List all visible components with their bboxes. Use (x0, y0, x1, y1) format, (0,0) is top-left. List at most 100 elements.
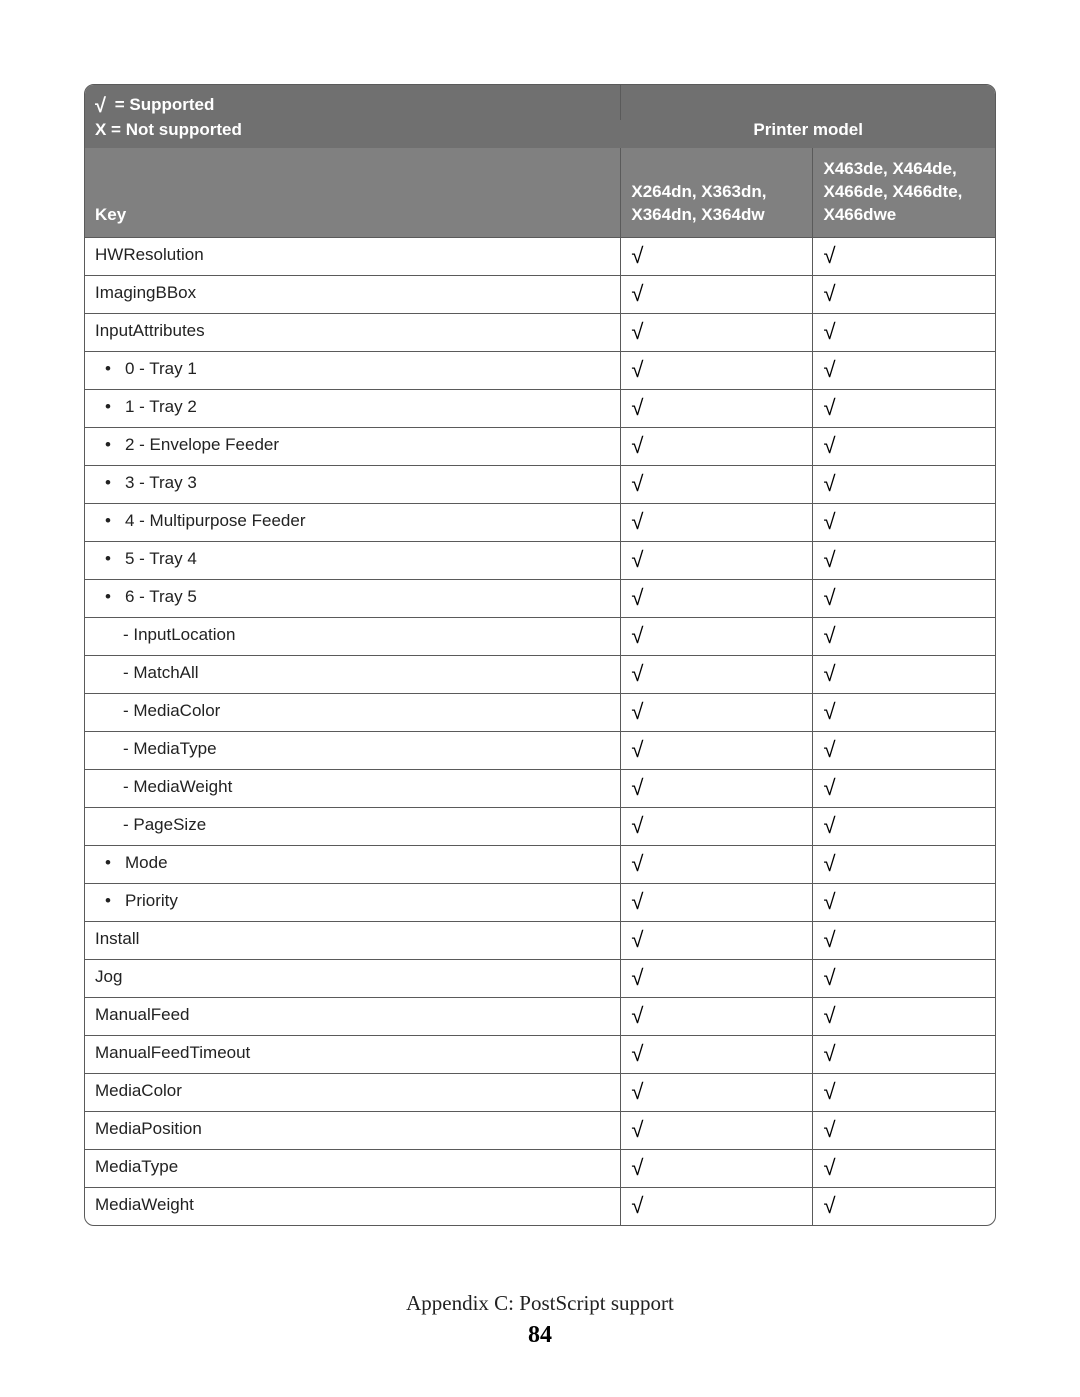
check-icon: √ (95, 95, 106, 118)
check-icon: √ (823, 585, 835, 610)
check-icon: √ (631, 433, 643, 458)
check-icon: √ (631, 1155, 643, 1180)
support-cell: √ (813, 1035, 995, 1073)
table-row: ImagingBBox√√ (85, 275, 995, 313)
check-icon: √ (823, 775, 835, 800)
support-cell: √ (813, 997, 995, 1035)
check-icon: √ (631, 471, 643, 496)
legend-supported: √ = Supported (85, 85, 621, 120)
legend-not-supported: X = Not supported (85, 120, 621, 148)
support-cell: √ (621, 959, 813, 997)
check-icon: √ (823, 1193, 835, 1218)
table-row: - MediaType√√ (85, 731, 995, 769)
support-cell: √ (621, 921, 813, 959)
check-icon: √ (823, 813, 835, 838)
check-icon: √ (823, 319, 835, 344)
table-row: - MediaColor√√ (85, 693, 995, 731)
row-key: MediaWeight (85, 1187, 621, 1225)
page-footer: Appendix C: PostScript support 84 (0, 1291, 1080, 1349)
support-cell: √ (813, 503, 995, 541)
support-cell: √ (813, 275, 995, 313)
table-row: 3 - Tray 3 √ √ (85, 465, 995, 503)
support-cell: √ (621, 503, 813, 541)
support-cell: √ (621, 655, 813, 693)
support-cell: √ (621, 807, 813, 845)
check-icon: √ (823, 1041, 835, 1066)
check-icon: √ (823, 851, 835, 876)
support-cell: √ (813, 465, 995, 503)
support-cell: √ (621, 313, 813, 351)
table-row: - MediaWeight√√ (85, 769, 995, 807)
table-row: ManualFeed √ √ (85, 997, 995, 1035)
row-key: ManualFeedTimeout (85, 1035, 621, 1073)
support-cell: √ (813, 1111, 995, 1149)
support-cell: √ (621, 883, 813, 921)
check-icon: √ (631, 813, 643, 838)
support-cell: √ (813, 237, 995, 275)
check-icon: √ (631, 889, 643, 914)
check-icon: √ (823, 395, 835, 420)
check-icon: √ (823, 1155, 835, 1180)
column-model-a-header: X264dn, X363dn, X364dn, X364dw (621, 148, 813, 237)
check-icon: √ (631, 1003, 643, 1028)
table-row: Priority √ √ (85, 883, 995, 921)
footer-title: Appendix C: PostScript support (0, 1291, 1080, 1316)
support-cell: √ (621, 541, 813, 579)
table-row: 5 - Tray 4√√ (85, 541, 995, 579)
support-cell: √ (621, 465, 813, 503)
support-cell: √ (813, 693, 995, 731)
support-cell: √ (621, 769, 813, 807)
support-cell: √ (813, 921, 995, 959)
row-key: - MediaType (85, 731, 621, 769)
check-icon: √ (823, 547, 835, 572)
table-row: - MatchAll√√ (85, 655, 995, 693)
table-row: 0 - Tray 1√√ (85, 351, 995, 389)
table-row: Jog√√ (85, 959, 995, 997)
check-icon: √ (631, 775, 643, 800)
support-cell: √ (813, 959, 995, 997)
row-key: HWResolution (85, 237, 621, 275)
check-icon: √ (631, 395, 643, 420)
support-cell: √ (621, 1035, 813, 1073)
row-key: 3 - Tray 3 (85, 465, 621, 503)
check-icon: √ (631, 927, 643, 952)
row-key: Priority (85, 883, 621, 921)
column-model-b-header: X463de, X464de, X466de, X466dte, X466dwe (813, 148, 995, 237)
check-icon: √ (823, 1117, 835, 1142)
check-icon: √ (631, 547, 643, 572)
row-key: ImagingBBox (85, 275, 621, 313)
row-key: InputAttributes (85, 313, 621, 351)
table-row: MediaWeight√√ (85, 1187, 995, 1225)
row-key: MediaType (85, 1149, 621, 1187)
support-table: √ = Supported Printer model X = Not supp… (84, 84, 996, 1226)
check-icon: √ (631, 509, 643, 534)
row-key: 1 - Tray 2 (85, 389, 621, 427)
support-cell: √ (621, 579, 813, 617)
support-cell: √ (813, 1149, 995, 1187)
row-key: - InputLocation (85, 617, 621, 655)
support-cell: √ (621, 389, 813, 427)
table: √ = Supported Printer model X = Not supp… (85, 85, 995, 1225)
check-icon: √ (631, 319, 643, 344)
support-cell: √ (813, 731, 995, 769)
support-cell: √ (813, 389, 995, 427)
check-icon: √ (631, 1041, 643, 1066)
check-icon: √ (631, 585, 643, 610)
table-body: HWResolution√√ImagingBBox√√InputAttribut… (85, 237, 995, 1225)
support-cell: √ (621, 1073, 813, 1111)
table-row: Install√√ (85, 921, 995, 959)
support-cell: √ (621, 997, 813, 1035)
support-cell: √ (621, 427, 813, 465)
table-row: MediaType √ √ (85, 1149, 995, 1187)
row-key: 4 - Multipurpose Feeder (85, 503, 621, 541)
support-cell: √ (813, 427, 995, 465)
row-key: ManualFeed (85, 997, 621, 1035)
check-icon: √ (823, 243, 835, 268)
check-icon: √ (823, 889, 835, 914)
check-icon: √ (631, 851, 643, 876)
check-icon: √ (823, 661, 835, 686)
check-icon: √ (823, 471, 835, 496)
check-icon: √ (631, 357, 643, 382)
support-cell: √ (813, 617, 995, 655)
support-cell: √ (621, 1111, 813, 1149)
